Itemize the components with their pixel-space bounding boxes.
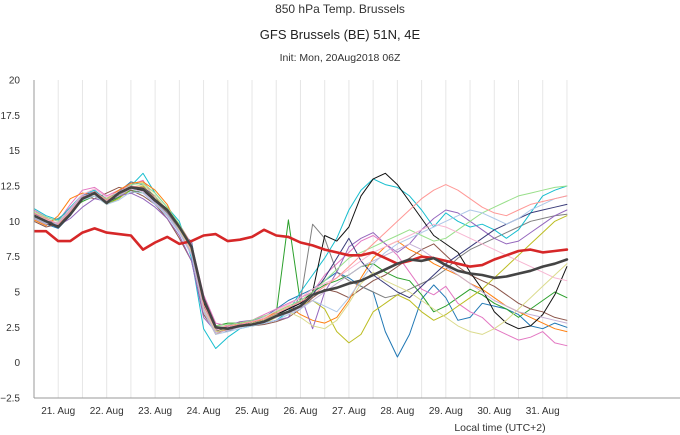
x-tick-label: 24. Aug (187, 406, 221, 417)
x-tick-label: 23. Aug (138, 406, 172, 417)
y-tick-label: 15 (9, 146, 21, 157)
series-group (34, 172, 569, 358)
x-tick-label: 29. Aug (429, 406, 463, 417)
series-line-member (34, 192, 568, 333)
y-tick-label: 2.5 (6, 323, 20, 334)
chart-init-time: Init: Mon, 20Aug2018 06Z (279, 52, 401, 64)
y-tick-label: 5 (14, 288, 20, 299)
x-tick-label: 26. Aug (284, 406, 318, 417)
chart-title: 850 hPa Temp. Brussels (275, 2, 405, 16)
x-tick-label: 22. Aug (90, 406, 124, 417)
y-tick-label: 17.5 (1, 111, 21, 122)
series-line-highlight (34, 186, 569, 331)
series-line-highlight (34, 227, 569, 268)
y-tick-label: 0 (14, 358, 20, 369)
y-tick-label: 10 (9, 217, 21, 228)
y-tick-label: 20 (9, 76, 21, 87)
x-tick-label: 28. Aug (380, 406, 414, 417)
axes: 21. Aug 22. Aug 23. Aug 24. Aug 25. Aug 26. A… (0, 76, 680, 417)
series-line-member (34, 191, 568, 335)
y-tick-label: 7.5 (6, 252, 20, 263)
chart-subtitle: GFS Brussels (BE) 51N, 4E (259, 27, 421, 42)
series-line-member (34, 181, 568, 335)
x-axis-label: Local time (UTC+2) (454, 422, 545, 434)
x-tick-label: 27. Aug (332, 406, 366, 417)
x-tick-label: 21. Aug (41, 406, 75, 417)
x-tick-label: 30. Aug (477, 406, 511, 417)
x-tick-label: 25. Aug (235, 406, 269, 417)
y-tick-label: −2.5 (0, 394, 20, 405)
x-tick-label: 31. Aug (526, 406, 560, 417)
y-tick-label: 12.5 (1, 182, 21, 193)
